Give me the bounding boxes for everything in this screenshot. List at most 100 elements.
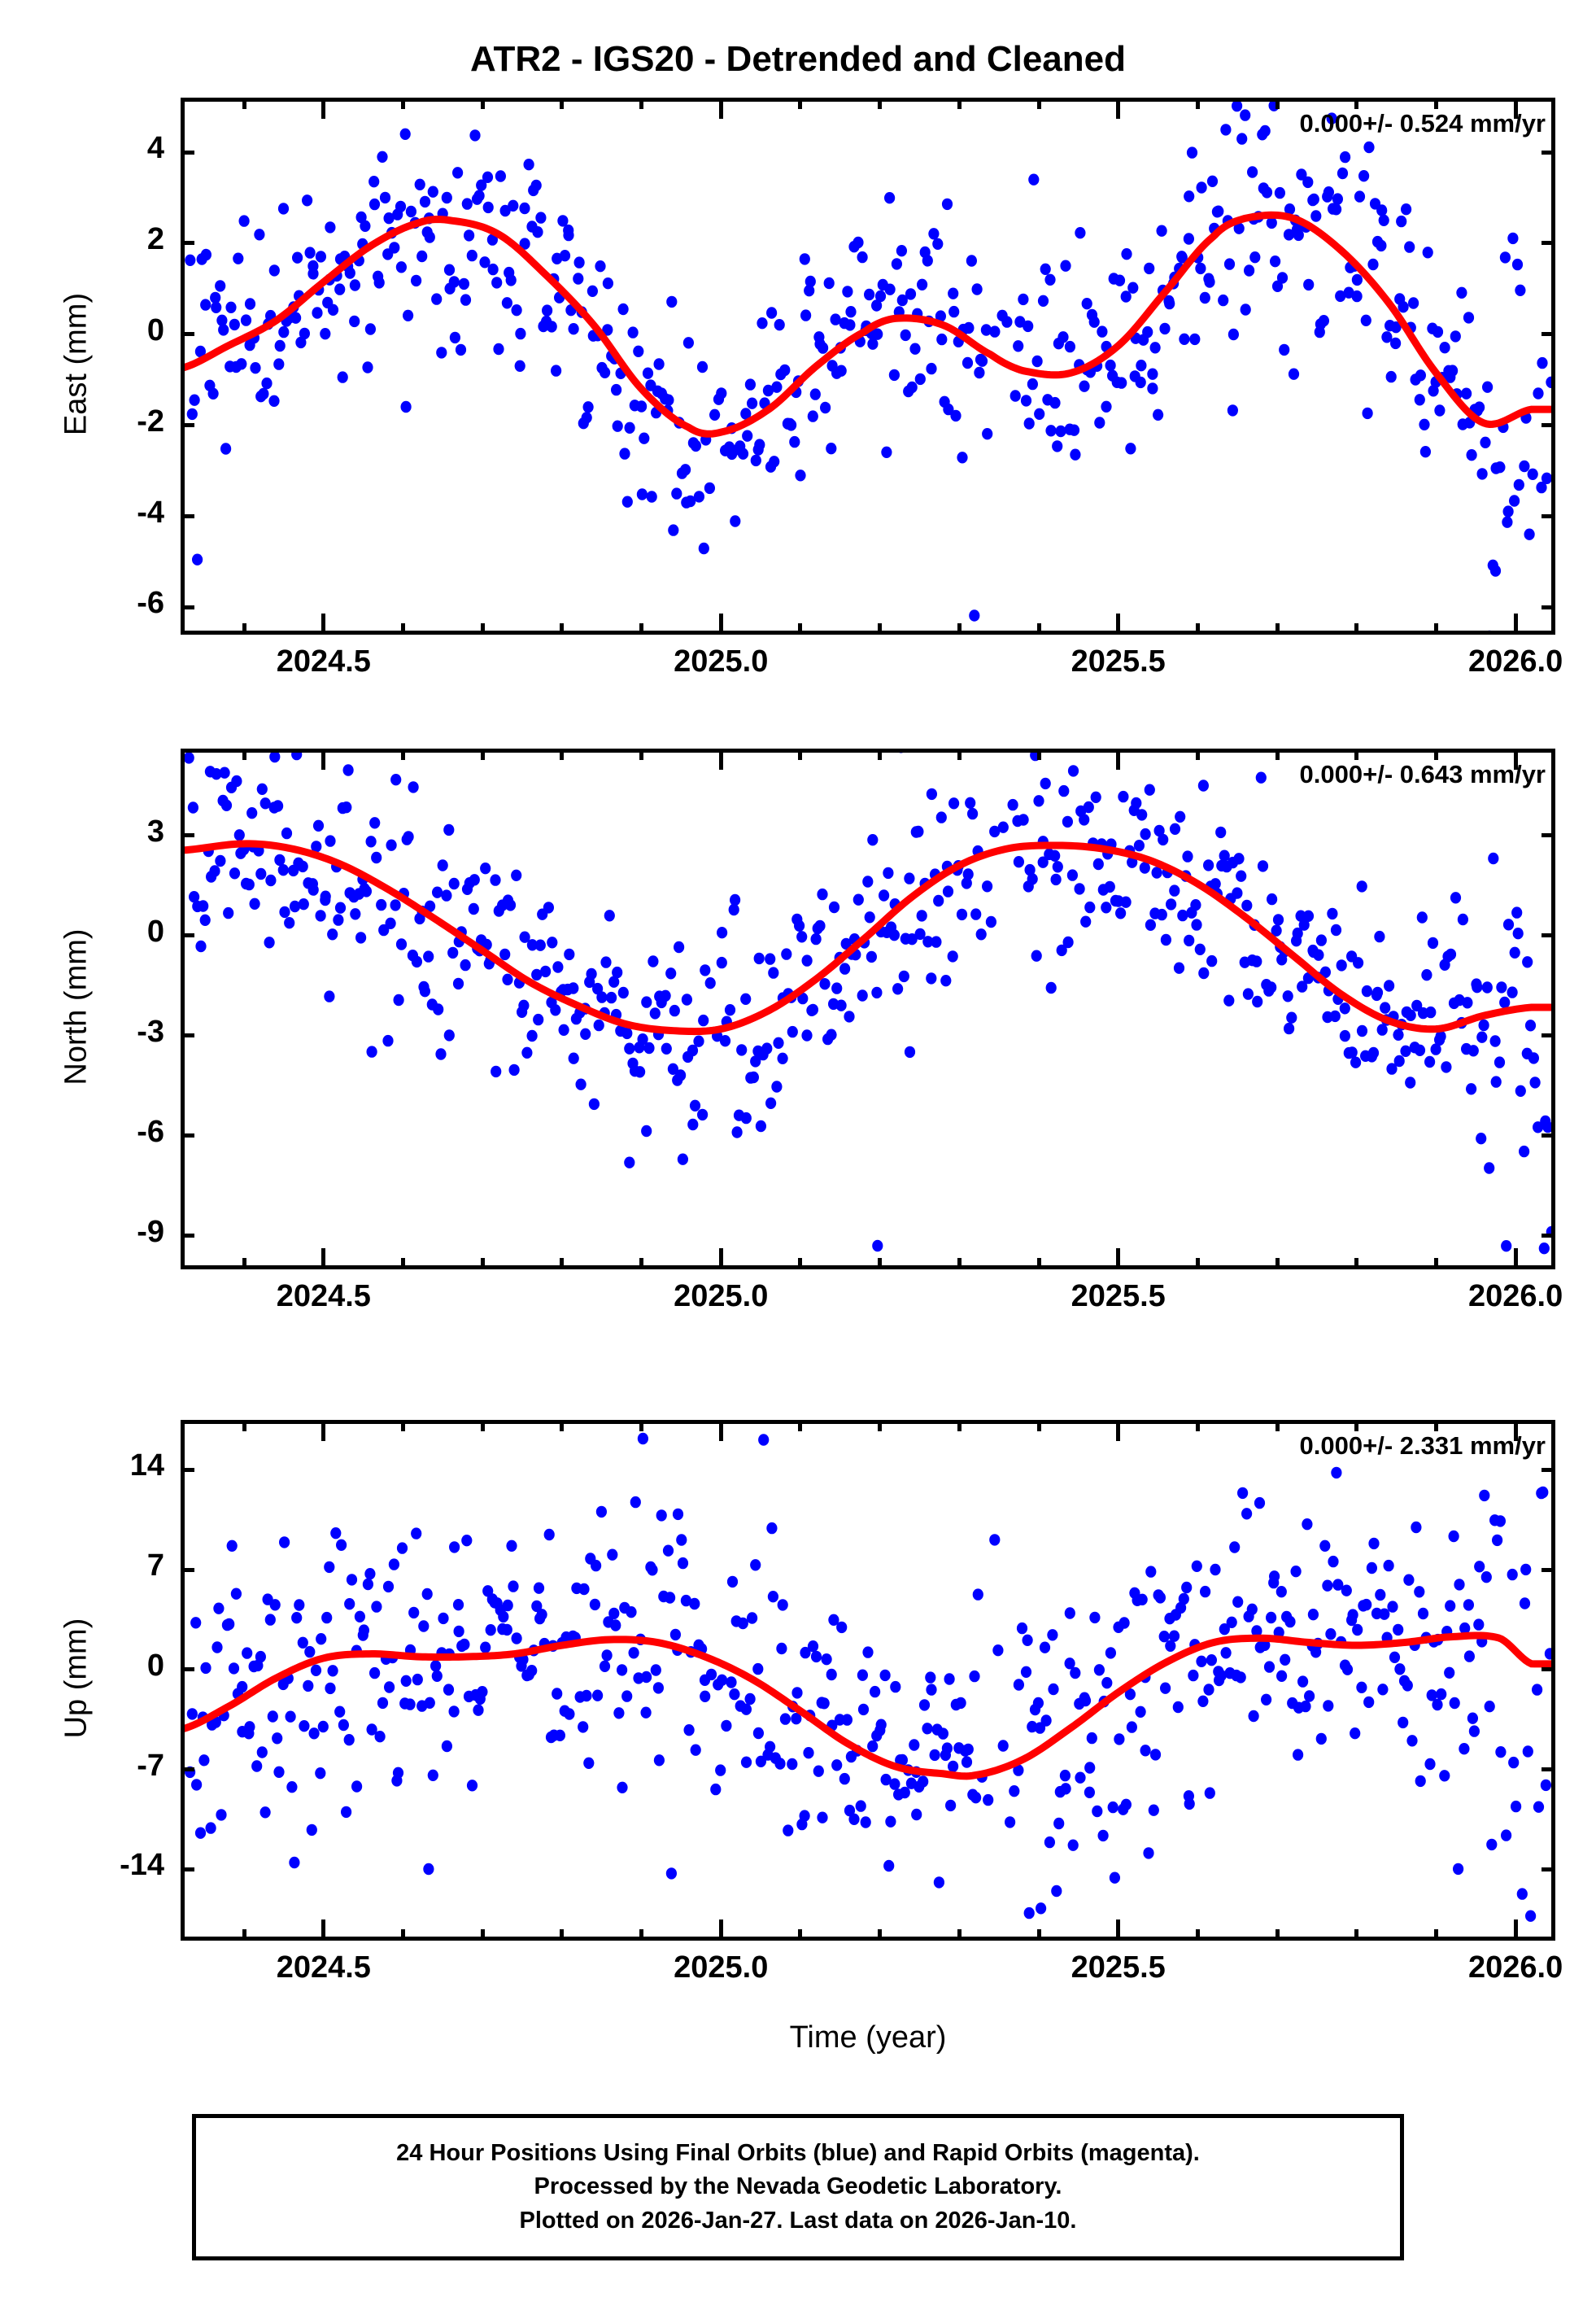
axes-frame-up (181, 1420, 1555, 1941)
x-tick-label: 2025.5 (1071, 1279, 1166, 1313)
x-minor-tick-mark (1433, 1258, 1438, 1269)
y-tick-mark (181, 514, 194, 519)
fit-curve-north (181, 840, 1555, 1036)
x-minor-tick-mark (242, 1420, 246, 1431)
x-minor-tick-mark (401, 623, 406, 635)
x-minor-tick-mark (242, 1258, 246, 1269)
x-major-tick-mark (718, 1248, 723, 1269)
x-major-tick-mark (718, 1420, 723, 1441)
x-minor-tick-mark (242, 1929, 246, 1941)
x-minor-tick-mark (1433, 98, 1438, 109)
x-minor-tick-mark (401, 1258, 406, 1269)
x-tick-label: 2024.5 (276, 1950, 371, 1985)
x-major-tick-mark (1116, 1420, 1121, 1441)
x-minor-tick-mark (1036, 749, 1041, 760)
y-tick-mark (1541, 1133, 1555, 1138)
x-minor-tick-mark (639, 98, 644, 109)
x-major-tick-mark (1116, 749, 1121, 770)
x-minor-tick-mark (1195, 1929, 1200, 1941)
fit-curve-up (181, 1631, 1555, 1780)
x-minor-tick-mark (1433, 1929, 1438, 1941)
y-tick-mark (1541, 1467, 1555, 1472)
x-axis-label: Time (year) (789, 2020, 947, 2055)
x-minor-tick-mark (560, 623, 565, 635)
x-minor-tick-mark (878, 1258, 883, 1269)
y-tick-label: -7 (137, 1748, 164, 1783)
x-minor-tick-mark (480, 1258, 485, 1269)
x-minor-tick-mark (798, 749, 803, 760)
y-tick-mark (181, 605, 194, 609)
panel-north: 3 0 -3 -6 -9 2024.5 2025.0 2025.5 2026.0 North (m… (59, 749, 1563, 1313)
x-minor-tick-mark (1354, 1420, 1359, 1431)
y-tick-mark (1541, 1567, 1555, 1572)
x-minor-tick-mark (480, 98, 485, 109)
y-tick-label: -6 (137, 1114, 164, 1149)
x-minor-tick-mark (957, 1420, 962, 1431)
x-major-tick-mark (1116, 1248, 1121, 1269)
y-axis-label-east: East (mm) (59, 292, 94, 436)
y-tick-mark (181, 1867, 194, 1871)
plot-area-up (181, 1420, 1555, 1922)
y-tick-mark (181, 933, 194, 938)
y-tick-label: 14 (129, 1448, 164, 1483)
footnote-line-2: Processed by the Nevada Geodetic Laborat… (534, 2173, 1062, 2200)
y-tick-mark (181, 1234, 194, 1238)
x-major-tick-mark (1513, 749, 1518, 770)
x-minor-tick-mark (878, 1929, 883, 1941)
panel-east: 4 2 0 -2 -4 -6 2024.5 2025.0 2025.5 2026.0 East (m… (59, 98, 1563, 679)
x-minor-tick-mark (798, 1420, 803, 1431)
x-minor-tick-mark (560, 1929, 565, 1941)
y-tick-mark (1541, 605, 1555, 609)
x-minor-tick-mark (1354, 98, 1359, 109)
y-tick-mark (1541, 1667, 1555, 1672)
footnote-line-1: 24 Hour Positions Using Final Orbits (bl… (396, 2140, 1200, 2167)
data-points-east (185, 99, 1555, 635)
y-tick-label: 0 (146, 914, 164, 949)
x-minor-tick-mark (878, 98, 883, 109)
x-minor-tick-mark (1036, 1420, 1041, 1431)
y-tick-mark (1541, 1867, 1555, 1871)
y-tick-mark (181, 332, 194, 337)
y-tick-mark (1541, 332, 1555, 337)
y-tick-mark (181, 1467, 194, 1472)
x-major-tick-mark (718, 1919, 723, 1941)
x-major-tick-mark (718, 98, 723, 119)
x-minor-tick-mark (639, 749, 644, 760)
x-minor-tick-mark (1275, 1258, 1280, 1269)
y-axis-label-north: North (mm) (59, 928, 94, 1085)
x-major-tick-mark (1513, 1420, 1518, 1441)
fit-curve-east (181, 211, 1555, 438)
x-minor-tick-mark (1195, 623, 1200, 635)
x-major-tick-mark (321, 614, 326, 635)
x-minor-tick-mark (1195, 98, 1200, 109)
x-major-tick-mark (321, 1420, 326, 1441)
x-minor-tick-mark (242, 623, 246, 635)
x-minor-tick-mark (957, 1929, 962, 1941)
x-minor-tick-mark (401, 749, 406, 760)
x-minor-tick-mark (798, 98, 803, 109)
x-minor-tick-mark (878, 1420, 883, 1431)
x-tick-label: 2025.5 (1071, 644, 1166, 679)
figure-footnote-box: 24 Hour Positions Using Final Orbits (bl… (192, 2114, 1404, 2260)
y-tick-label: -4 (137, 495, 164, 530)
x-minor-tick-mark (1275, 749, 1280, 760)
x-tick-label: 2024.5 (276, 1279, 371, 1313)
x-major-tick-mark (321, 1248, 326, 1269)
x-major-tick-mark (1116, 1919, 1121, 1941)
x-minor-tick-mark (480, 1420, 485, 1431)
x-major-tick-mark (1513, 614, 1518, 635)
x-minor-tick-mark (560, 1258, 565, 1269)
x-tick-label: 2026.0 (1468, 1279, 1563, 1313)
x-tick-label: 2026.0 (1468, 644, 1563, 679)
y-tick-mark (181, 833, 194, 838)
x-minor-tick-mark (878, 623, 883, 635)
x-tick-label: 2024.5 (276, 644, 371, 679)
x-tick-label: 2025.0 (674, 1950, 769, 1985)
x-minor-tick-mark (957, 623, 962, 635)
y-tick-mark (181, 241, 194, 246)
rate-annotation-east: 0.000+/- 0.524 mm/yr (1299, 109, 1546, 138)
x-minor-tick-mark (798, 1258, 803, 1269)
x-minor-tick-mark (401, 1929, 406, 1941)
x-major-tick-mark (1116, 98, 1121, 119)
x-minor-tick-mark (480, 1929, 485, 1941)
